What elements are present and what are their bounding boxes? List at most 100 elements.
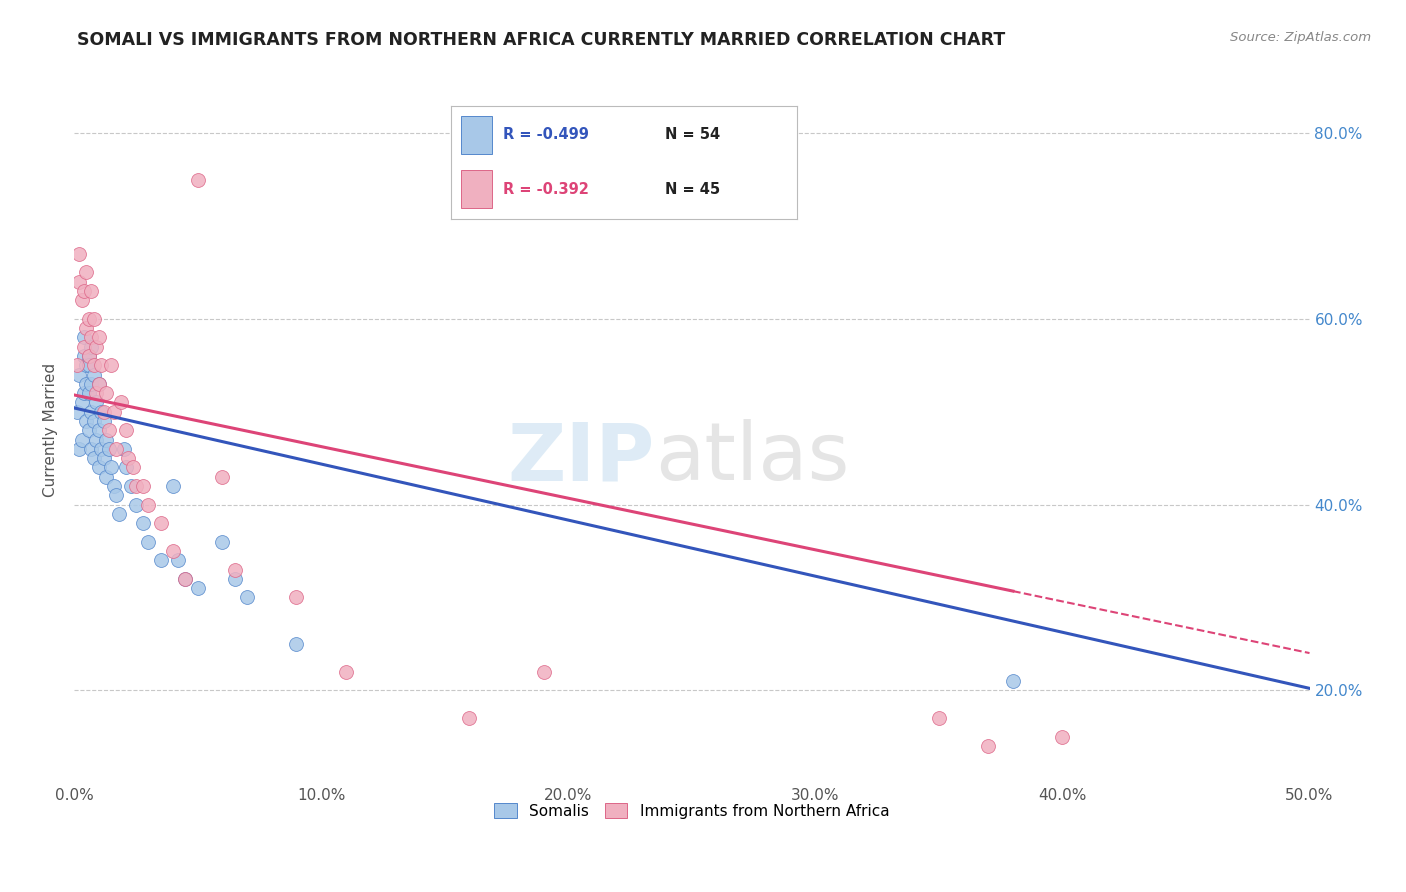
Point <box>70 395 93 409</box>
Point <box>73 349 96 363</box>
Point <box>100 460 122 475</box>
Point <box>211 534 233 549</box>
Point <box>80 284 103 298</box>
Point <box>87 376 110 391</box>
Point <box>77 358 100 372</box>
Point <box>73 340 96 354</box>
Point <box>86 386 108 401</box>
Point <box>93 405 115 419</box>
Point <box>80 340 103 354</box>
Point <box>132 516 155 530</box>
Point <box>65 358 87 372</box>
Point <box>110 395 132 409</box>
Point <box>224 562 246 576</box>
Point <box>87 460 110 475</box>
Point <box>96 469 118 483</box>
Point <box>167 553 190 567</box>
Point <box>125 498 148 512</box>
Point <box>115 460 138 475</box>
Point <box>70 433 93 447</box>
Y-axis label: Currently Married: Currently Married <box>44 363 58 498</box>
Point <box>77 423 100 437</box>
Text: atlas: atlas <box>655 419 849 498</box>
Point <box>1052 730 1074 744</box>
Point <box>120 479 142 493</box>
Point <box>103 405 125 419</box>
Point <box>136 498 159 512</box>
Point <box>458 711 481 725</box>
Point <box>80 405 103 419</box>
Point <box>77 349 100 363</box>
Point <box>96 433 118 447</box>
Point <box>162 479 184 493</box>
Point <box>96 386 118 401</box>
Point <box>73 386 96 401</box>
Point <box>112 442 135 456</box>
Point <box>149 553 172 567</box>
Point <box>90 358 112 372</box>
Point <box>105 442 128 456</box>
Point <box>103 479 125 493</box>
Point <box>80 442 103 456</box>
Point <box>285 591 308 605</box>
Point <box>83 311 105 326</box>
Point <box>236 591 259 605</box>
Point <box>97 423 120 437</box>
Point <box>149 516 172 530</box>
Point <box>83 368 105 382</box>
Point <box>87 376 110 391</box>
Point <box>533 665 555 679</box>
Point <box>977 739 1000 753</box>
Point <box>115 423 138 437</box>
Text: Source: ZipAtlas.com: Source: ZipAtlas.com <box>1230 31 1371 45</box>
Point <box>77 311 100 326</box>
Point <box>93 451 115 466</box>
Point <box>86 433 108 447</box>
Point <box>90 405 112 419</box>
Point <box>67 442 90 456</box>
Text: ZIP: ZIP <box>508 419 655 498</box>
Point <box>335 665 357 679</box>
Point <box>117 451 139 466</box>
Point <box>87 423 110 437</box>
Point <box>211 469 233 483</box>
Point <box>174 572 197 586</box>
Point <box>187 172 209 186</box>
Point <box>93 414 115 428</box>
Point <box>73 284 96 298</box>
Point <box>75 358 97 372</box>
Point <box>132 479 155 493</box>
Point <box>77 349 100 363</box>
Point <box>285 637 308 651</box>
Point <box>75 265 97 279</box>
Point <box>107 507 129 521</box>
Point <box>162 544 184 558</box>
Text: SOMALI VS IMMIGRANTS FROM NORTHERN AFRICA CURRENTLY MARRIED CORRELATION CHART: SOMALI VS IMMIGRANTS FROM NORTHERN AFRIC… <box>77 31 1005 49</box>
Point <box>70 293 93 308</box>
Point <box>80 376 103 391</box>
Legend: Somalis, Immigrants from Northern Africa: Somalis, Immigrants from Northern Africa <box>488 797 896 825</box>
Point <box>83 358 105 372</box>
Point <box>77 386 100 401</box>
Point <box>97 442 120 456</box>
Point <box>86 340 108 354</box>
Point <box>75 321 97 335</box>
Point <box>136 534 159 549</box>
Point <box>80 330 103 344</box>
Point <box>65 405 87 419</box>
Point <box>86 395 108 409</box>
Point <box>174 572 197 586</box>
Point <box>125 479 148 493</box>
Point <box>90 442 112 456</box>
Point <box>122 460 145 475</box>
Point <box>100 358 122 372</box>
Point <box>187 581 209 595</box>
Point <box>1001 673 1024 688</box>
Point <box>83 451 105 466</box>
Point <box>73 330 96 344</box>
Point <box>928 711 950 725</box>
Point <box>75 376 97 391</box>
Point <box>224 572 246 586</box>
Point <box>105 488 128 502</box>
Point <box>75 414 97 428</box>
